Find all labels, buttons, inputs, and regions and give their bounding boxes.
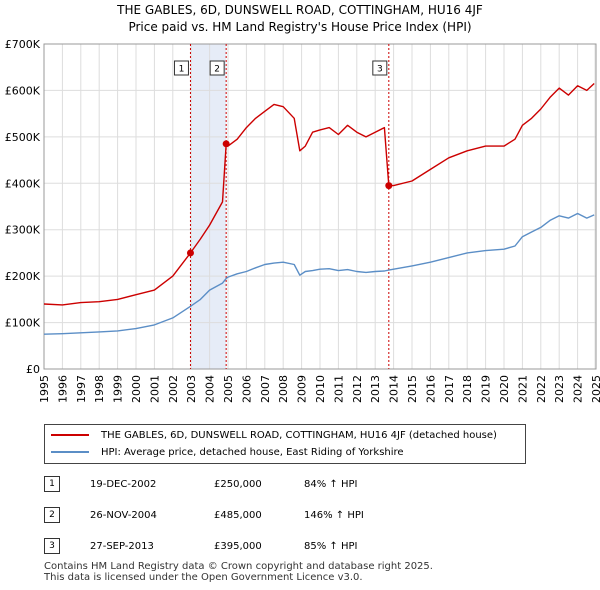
- hpi-line: [43, 212, 595, 335]
- sale-number-badge: 3: [44, 538, 60, 554]
- legend: THE GABLES, 6D, DUNSWELL ROAD, COTTINGHA…: [44, 424, 526, 464]
- sale-point: [222, 140, 230, 148]
- chart-title-line2: Price paid vs. HM Land Registry's House …: [128, 20, 472, 34]
- x-tick-label: 1997: [75, 375, 88, 403]
- sale-marker-label: 2: [214, 65, 220, 75]
- sale-price: £250,000: [214, 479, 262, 490]
- sale-marker-box: [173, 60, 189, 76]
- sale-marker-box: [372, 60, 388, 76]
- x-tick-label: 2010: [314, 375, 327, 403]
- plot-frame: [43, 43, 597, 370]
- legend-item-property: THE GABLES, 6D, DUNSWELL ROAD, COTTINGHA…: [51, 428, 497, 444]
- sale-point: [385, 182, 393, 190]
- x-tick-label: 2000: [130, 375, 143, 403]
- footer-license: This data is licensed under the Open Gov…: [44, 572, 363, 583]
- sale-date: 19-DEC-2002: [90, 479, 157, 490]
- x-tick-label: 2011: [332, 375, 345, 403]
- legend-item-hpi: HPI: Average price, detached house, East…: [51, 445, 404, 461]
- x-tick-label: 2022: [535, 375, 548, 403]
- sale-number-badge: 2: [44, 507, 60, 523]
- y-tick-label: £500K: [5, 131, 41, 144]
- y-tick-label: £100K: [5, 317, 41, 330]
- x-tick-label: 2021: [516, 375, 529, 403]
- legend-line-hpi: [51, 451, 89, 453]
- y-tick-label: £300K: [5, 224, 41, 237]
- x-tick-label: 2020: [498, 375, 511, 403]
- sale-marker-box: [209, 60, 225, 76]
- x-tick-label: 2017: [443, 375, 456, 403]
- sale-marker-label: 3: [377, 65, 383, 75]
- x-tick-label: 2008: [277, 375, 290, 403]
- x-tick-label: 2007: [259, 375, 272, 403]
- x-tick-label: 2019: [480, 375, 493, 403]
- sale-number-badge: 1: [44, 476, 60, 492]
- sale-date: 27-SEP-2013: [90, 541, 154, 552]
- x-tick-label: 2015: [406, 375, 419, 403]
- shaded-period: [190, 44, 227, 369]
- x-tick-label: 2023: [553, 375, 566, 403]
- x-tick-label: 1998: [93, 375, 106, 403]
- sale-marker-label: 1: [179, 65, 185, 75]
- sale-point: [186, 249, 194, 257]
- sale-hpi-change: 146% ↑ HPI: [304, 510, 364, 521]
- x-tick-label: 2018: [461, 375, 474, 403]
- y-tick-label: £0: [26, 363, 40, 376]
- y-tick-label: £700K: [5, 38, 41, 51]
- x-tick-label: 1999: [112, 375, 125, 403]
- sale-price: £395,000: [214, 541, 262, 552]
- x-tick-label: 2004: [204, 375, 217, 403]
- sale-price: £485,000: [214, 510, 262, 521]
- x-tick-label: 2025: [590, 375, 600, 403]
- y-tick-label: £200K: [5, 270, 41, 283]
- sale-hpi-change: 84% ↑ HPI: [304, 479, 358, 490]
- sale-hpi-change: 85% ↑ HPI: [304, 541, 358, 552]
- legend-label-hpi: HPI: Average price, detached house, East…: [101, 447, 404, 458]
- x-tick-label: 2003: [185, 375, 198, 403]
- chart-title-line1: THE GABLES, 6D, DUNSWELL ROAD, COTTINGHA…: [117, 3, 483, 17]
- x-tick-label: 2002: [167, 375, 180, 403]
- legend-line-property: [51, 434, 89, 436]
- x-tick-label: 1995: [38, 375, 51, 403]
- x-tick-label: 2016: [424, 375, 437, 403]
- x-tick-label: 2024: [572, 375, 585, 403]
- y-tick-label: £400K: [5, 177, 41, 190]
- x-tick-label: 2009: [296, 375, 309, 403]
- x-tick-label: 2005: [222, 375, 235, 403]
- sale-date: 26-NOV-2004: [90, 510, 157, 521]
- x-tick-label: 2014: [388, 375, 401, 403]
- future-region: [594, 44, 596, 369]
- x-tick-label: 1996: [56, 375, 69, 403]
- x-tick-label: 2001: [148, 375, 161, 403]
- price-chart: £0 £100K £200K £300K £400K £500K £600K £700K 199…: [5, 38, 600, 403]
- y-tick-label: £600K: [5, 84, 41, 97]
- footer-copyright: Contains HM Land Registry data © Crown c…: [44, 561, 433, 572]
- x-tick-label: 2013: [369, 375, 382, 403]
- x-tick-label: 2012: [351, 375, 364, 403]
- legend-label-property: THE GABLES, 6D, DUNSWELL ROAD, COTTINGHA…: [101, 430, 497, 441]
- x-tick-label: 2006: [240, 375, 253, 403]
